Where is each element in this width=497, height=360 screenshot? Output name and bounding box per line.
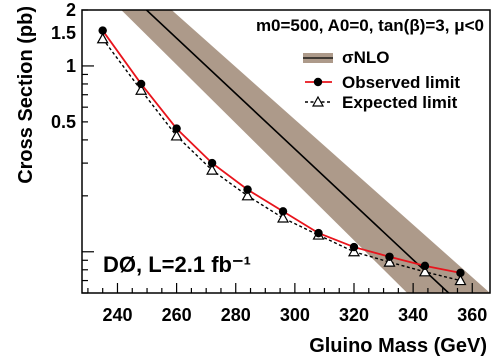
observed-point: [243, 185, 252, 194]
x-axis-ticks: 240 260 280 300 320 340 360: [87, 283, 487, 325]
expected-point: [454, 274, 467, 286]
y-tick-label: 0.5: [51, 112, 76, 132]
expected-point: [96, 32, 109, 44]
legend-label-expected: Expected limit: [342, 93, 458, 112]
y-tick-label: 1: [66, 56, 76, 76]
expected-limit-markers: [96, 32, 467, 286]
x-tick-label: 320: [339, 305, 369, 325]
x-axis-title: Gluino Mass (GeV): [309, 335, 487, 357]
plot-frame: [81, 9, 491, 294]
expected-point: [206, 163, 219, 175]
expected-point: [241, 189, 254, 201]
y-axis-title: Cross Section (pb): [15, 6, 37, 184]
observed-point: [207, 158, 217, 168]
experiment-annotation: DØ, L=2.1 fb⁻¹: [103, 252, 251, 277]
observed-point: [385, 252, 394, 261]
x-tick-label: 340: [398, 305, 428, 325]
observed-point: [314, 228, 323, 238]
parameters-annotation: m0=500, A0=0, tan(β)=3, μ<0: [256, 16, 484, 35]
legend-label-theory: σNLO: [342, 48, 390, 67]
observed-point: [172, 124, 181, 133]
theory-central-line: [145, 10, 450, 293]
y-tick-label: 2: [66, 0, 76, 20]
observed-limit-markers: [98, 26, 465, 278]
theory-band: [121, 10, 490, 293]
observed-point: [136, 79, 146, 89]
legend: σNLO Observed limit Expected limit: [303, 48, 460, 112]
expected-point: [277, 211, 290, 223]
x-tick-label: 360: [457, 305, 487, 325]
x-tick-label: 280: [221, 305, 251, 325]
x-tick-label: 240: [102, 305, 132, 325]
observed-point: [349, 242, 359, 252]
expected-point: [418, 265, 431, 277]
expected-point: [383, 255, 396, 267]
observed-point: [420, 261, 430, 271]
legend-expected-marker: [311, 95, 325, 107]
observed-point: [456, 268, 465, 278]
expected-point: [135, 84, 148, 95]
x-tick-label: 300: [280, 305, 310, 325]
observed-point: [278, 207, 288, 216]
plot-area: [96, 10, 490, 293]
observed-point: [98, 26, 107, 35]
expected-point: [347, 245, 361, 257]
legend-observed-marker: [313, 77, 323, 87]
expected-point: [170, 129, 183, 141]
legend-label-observed: Observed limit: [342, 73, 460, 92]
y-tick-label: 1.5: [51, 23, 76, 43]
y-axis-ticks: 0.5 1 1.5 2: [51, 0, 94, 294]
x-tick-label: 260: [162, 305, 192, 325]
